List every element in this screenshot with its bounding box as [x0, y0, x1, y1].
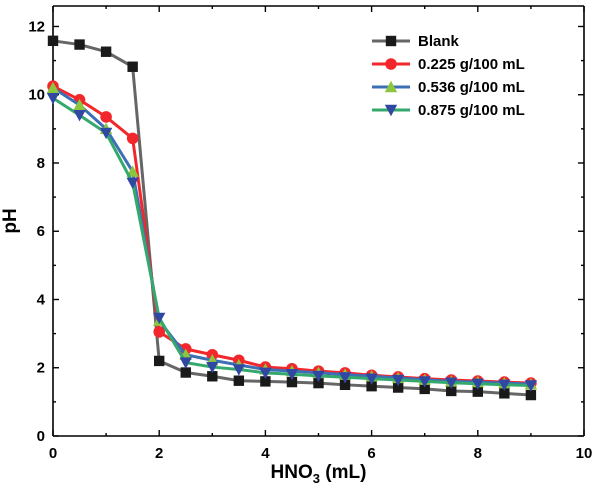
series-0-point-9 — [286, 376, 298, 388]
series-0-point-7 — [233, 375, 245, 386]
series-0-point-10 — [313, 377, 324, 389]
y-tick-label-4: 8 — [37, 155, 45, 172]
series-line-1 — [52, 84, 531, 385]
series-3-point-7 — [232, 364, 246, 376]
series-0-point-13 — [392, 382, 404, 393]
series-0-point-16 — [472, 386, 483, 397]
legend-item-1: 0.225 g/100 mL — [372, 56, 525, 73]
legend-item-2: 0.536 g/100 mL — [372, 79, 525, 96]
series-0-point-0 — [47, 35, 59, 47]
series-3-point-5 — [179, 357, 192, 369]
legend-swatch-marker-1 — [385, 58, 397, 70]
series-3-point-0 — [46, 92, 60, 105]
series-2-point-0 — [46, 81, 60, 94]
x-tick-label-3: 6 — [367, 445, 375, 462]
x-tick-label-4: 8 — [474, 445, 482, 462]
legend: Blank 0.225 g/100 mL 0.536 g/100 mL 0.875 g… — [372, 33, 525, 119]
series-1 — [47, 80, 537, 389]
y-tick-label-5: 10 — [28, 87, 45, 104]
series-1-point-3 — [126, 132, 139, 145]
y-tick-label-2: 4 — [37, 291, 46, 308]
series-0-point-5 — [180, 367, 191, 378]
x-axis-title-subscript: 3 — [313, 471, 320, 486]
series-3-point-18 — [524, 380, 538, 392]
series-0-point-3 — [127, 61, 138, 72]
series-0 — [47, 35, 537, 401]
y-tick-label-3: 6 — [37, 223, 45, 240]
x-tick-label-0: 0 — [49, 445, 57, 462]
series-0-point-4 — [154, 355, 165, 367]
legend-label-3: 0.875 g/100 mL — [418, 102, 525, 119]
series-0-point-15 — [446, 385, 457, 397]
series-3-point-11 — [338, 372, 352, 384]
series-3-point-4 — [153, 312, 166, 325]
series-3-point-16 — [471, 378, 484, 390]
series-0-point-17 — [499, 388, 510, 399]
series-1-point-4 — [153, 326, 165, 338]
series-0-point-1 — [74, 39, 85, 50]
series-2-point-1 — [73, 98, 86, 111]
x-ticks: 0 2 4 6 8 10 — [49, 6, 593, 462]
x-axis-title-main: HNO — [271, 462, 313, 483]
series-3-point-13 — [391, 374, 405, 387]
series-0-point-11 — [339, 379, 351, 391]
legend-swatch-marker-0 — [385, 35, 397, 47]
legend-item-3: 0.875 g/100 mL — [372, 102, 525, 119]
y-tick-label-0: 0 — [37, 428, 45, 445]
series-3-point-10 — [312, 370, 325, 383]
x-tick-label-2: 4 — [261, 445, 270, 462]
y-tick-label-6: 12 — [28, 18, 45, 35]
legend-label-0: Blank — [418, 33, 460, 50]
series-layer — [46, 35, 538, 401]
legend-swatch-marker-3 — [384, 104, 398, 117]
series-0-point-18 — [525, 389, 537, 401]
series-0-point-6 — [207, 371, 218, 382]
legend-item-0: Blank — [372, 33, 460, 50]
series-3-point-8 — [259, 367, 272, 380]
series-line-3 — [52, 96, 531, 387]
y-ticks: 0 2 4 6 8 10 12 — [28, 18, 584, 445]
series-3-point-6 — [206, 361, 219, 374]
x-tick-label-5: 10 — [576, 445, 593, 462]
series-3-point-15 — [445, 377, 458, 389]
y-tick-label-1: 2 — [37, 360, 45, 377]
series-3-point-1 — [73, 110, 86, 122]
series-0-point-14 — [419, 383, 430, 395]
y-axis-title: pH — [0, 208, 21, 233]
legend-label-1: 0.225 g/100 mL — [418, 56, 525, 73]
series-3-point-2 — [99, 127, 113, 140]
series-0-point-2 — [100, 46, 112, 57]
series-3-point-3 — [126, 177, 139, 189]
series-3-point-9 — [285, 369, 299, 381]
series-0-point-8 — [260, 376, 271, 387]
series-0-point-12 — [366, 380, 377, 392]
series-3-point-17 — [498, 379, 511, 392]
series-3-point-12 — [365, 373, 378, 385]
legend-label-2: 0.536 g/100 mL — [418, 79, 525, 96]
series-1-point-2 — [100, 111, 112, 123]
x-axis-title-suffix: (mL) — [320, 462, 366, 483]
legend-swatch-marker-2 — [384, 80, 398, 93]
series-3 — [46, 92, 538, 392]
x-axis-title: HNO3 (mL) — [271, 462, 367, 486]
x-tick-label-1: 2 — [155, 445, 163, 462]
series-3-point-14 — [418, 376, 431, 388]
